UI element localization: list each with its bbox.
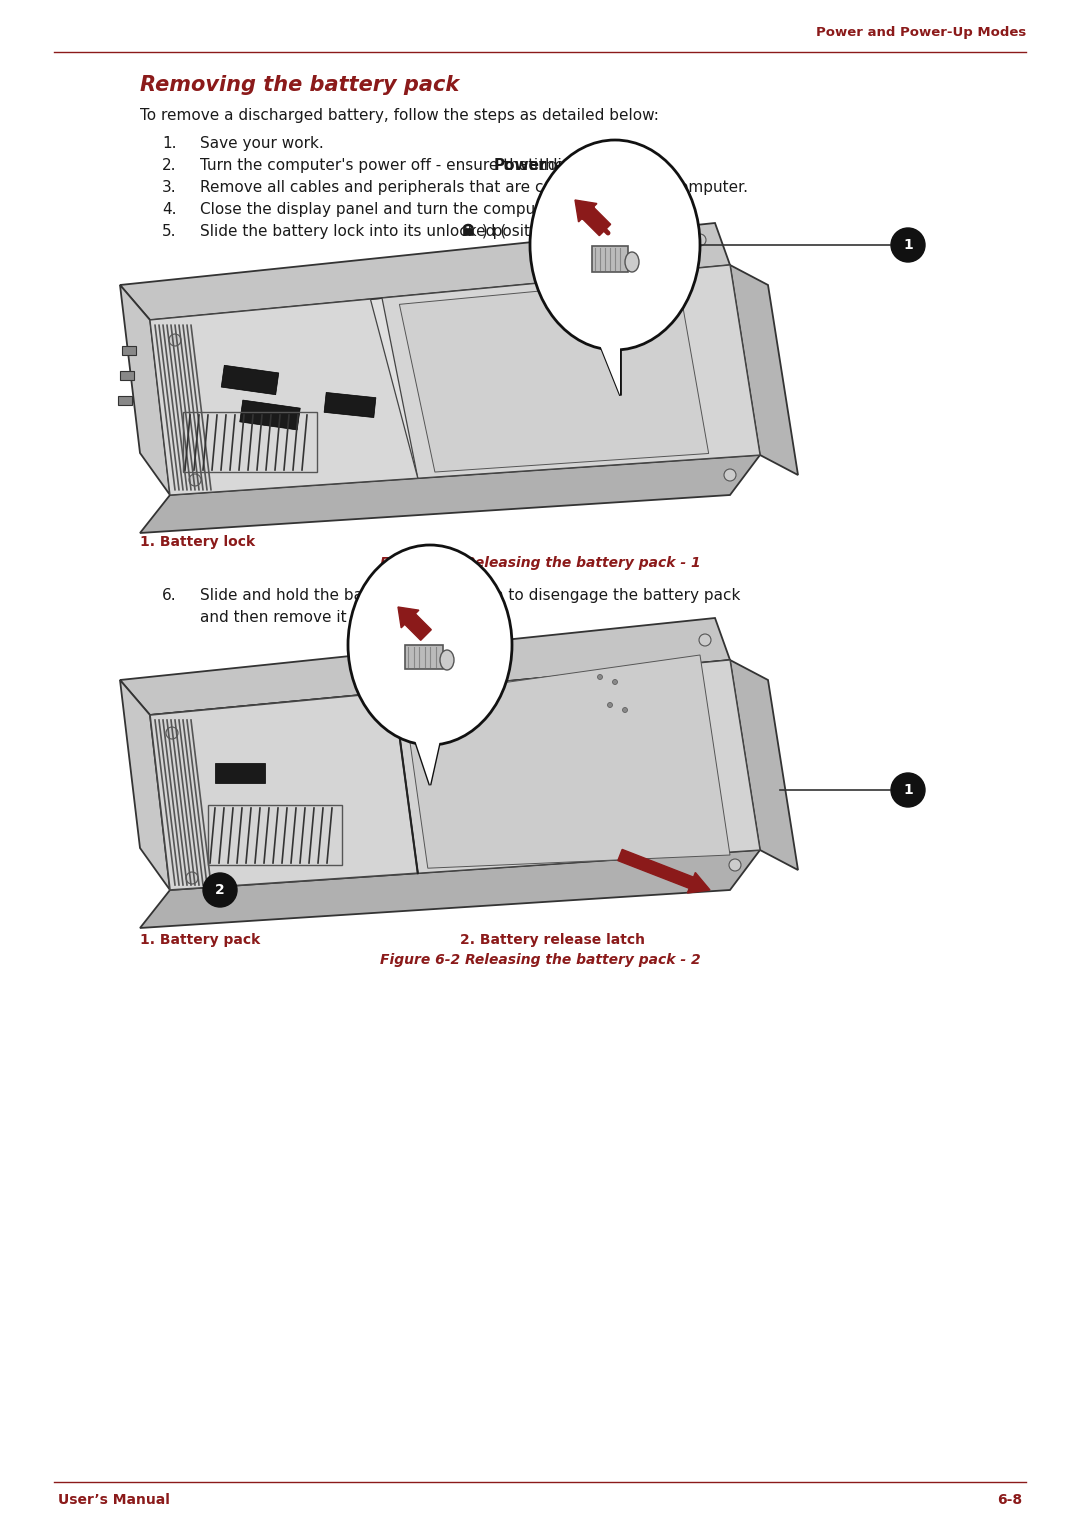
Bar [122, 346, 136, 355]
Text: User’s Manual: User’s Manual [58, 1493, 170, 1507]
Polygon shape [150, 692, 418, 890]
Polygon shape [415, 741, 440, 785]
Polygon shape [140, 851, 760, 929]
Text: Close the display panel and turn the computer upside down.: Close the display panel and turn the com… [200, 202, 664, 217]
Text: indicator is off.: indicator is off. [529, 158, 647, 173]
Circle shape [612, 312, 618, 318]
Text: 1.: 1. [162, 136, 176, 150]
Text: Remove all cables and peripherals that are connected to the computer.: Remove all cables and peripherals that a… [200, 179, 748, 194]
Ellipse shape [348, 545, 512, 745]
Text: and then remove it from the computer.: and then remove it from the computer. [200, 609, 499, 624]
Bar [215, 763, 265, 783]
Bar [118, 396, 132, 405]
Polygon shape [150, 298, 418, 496]
Circle shape [166, 727, 178, 739]
Bar [405, 646, 443, 669]
Text: Power: Power [494, 158, 548, 173]
Text: Figure 6-1 Releasing the battery pack - 1: Figure 6-1 Releasing the battery pack - … [380, 555, 700, 571]
Text: Removing the battery pack: Removing the battery pack [140, 75, 459, 95]
Circle shape [607, 702, 612, 707]
Text: Slide and hold the battery release latch to disengage the battery pack: Slide and hold the battery release latch… [200, 588, 741, 603]
Circle shape [168, 334, 181, 346]
Circle shape [203, 874, 237, 907]
Circle shape [699, 633, 711, 646]
Circle shape [597, 308, 603, 312]
FancyArrow shape [399, 607, 431, 640]
Text: 5.: 5. [162, 223, 176, 239]
Text: Power and Power-Up Modes: Power and Power-Up Modes [815, 26, 1026, 38]
Bar [208, 805, 342, 864]
Text: 6.: 6. [162, 588, 177, 603]
Circle shape [729, 858, 741, 871]
Circle shape [724, 470, 735, 480]
Text: 1. Battery pack: 1. Battery pack [140, 933, 260, 947]
Text: 2.: 2. [162, 158, 176, 173]
Polygon shape [221, 366, 279, 395]
Polygon shape [150, 659, 760, 890]
Bar [183, 412, 318, 471]
Circle shape [612, 679, 618, 684]
Polygon shape [600, 344, 620, 395]
Polygon shape [393, 659, 760, 874]
Text: Slide the battery lock into its unlocked (: Slide the battery lock into its unlocked… [200, 223, 511, 239]
Circle shape [588, 277, 593, 283]
Polygon shape [140, 454, 760, 532]
Polygon shape [404, 655, 730, 868]
Text: 2. Battery release latch: 2. Battery release latch [460, 933, 645, 947]
Circle shape [891, 228, 924, 262]
Circle shape [189, 474, 201, 487]
Circle shape [694, 234, 706, 246]
Circle shape [186, 872, 198, 884]
Polygon shape [600, 344, 620, 395]
Bar [463, 228, 473, 236]
Circle shape [603, 283, 607, 288]
Bar [592, 246, 627, 272]
Polygon shape [730, 659, 798, 871]
Polygon shape [400, 278, 708, 473]
Circle shape [597, 675, 603, 679]
FancyArrow shape [618, 849, 710, 894]
Polygon shape [415, 741, 440, 785]
Text: 1. Battery lock: 1. Battery lock [140, 536, 255, 549]
Text: ) position.: ) position. [477, 223, 558, 239]
Polygon shape [120, 285, 170, 496]
Text: To remove a discharged battery, follow the steps as detailed below:: To remove a discharged battery, follow t… [140, 107, 659, 122]
Polygon shape [240, 399, 300, 430]
Text: 3.: 3. [162, 179, 177, 194]
Polygon shape [730, 265, 798, 474]
Polygon shape [120, 679, 170, 890]
Polygon shape [382, 265, 760, 479]
Ellipse shape [625, 252, 639, 272]
FancyArrow shape [575, 200, 610, 236]
Text: 4.: 4. [162, 202, 176, 217]
Text: 2: 2 [215, 883, 225, 897]
Bar [120, 370, 134, 379]
Polygon shape [324, 392, 376, 418]
Circle shape [891, 773, 924, 806]
Polygon shape [150, 265, 760, 496]
Text: Figure 6-2 Releasing the battery pack - 2: Figure 6-2 Releasing the battery pack - … [380, 953, 700, 967]
Text: Save your work.: Save your work. [200, 136, 324, 150]
Text: 1: 1 [903, 783, 913, 797]
Text: 1: 1 [903, 239, 913, 252]
Circle shape [622, 707, 627, 713]
Ellipse shape [530, 141, 700, 350]
Text: Turn the computer's power off - ensure that the: Turn the computer's power off - ensure t… [200, 158, 569, 173]
Polygon shape [120, 618, 730, 715]
Text: 6-8: 6-8 [997, 1493, 1022, 1507]
Ellipse shape [440, 650, 454, 670]
Polygon shape [120, 223, 730, 320]
